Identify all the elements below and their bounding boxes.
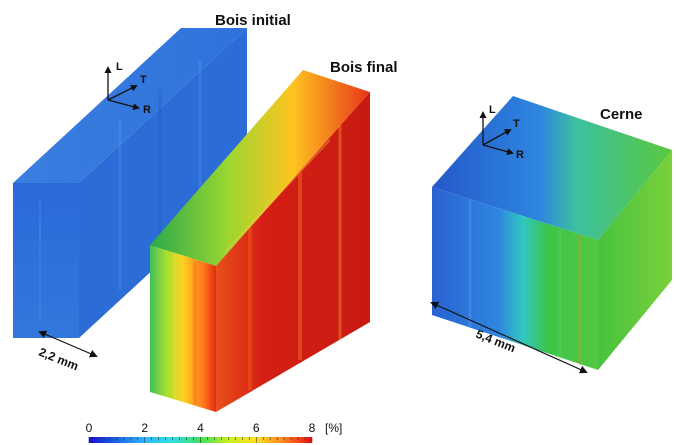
block1-front-face xyxy=(13,183,79,338)
colorbar-tick-label: 2 xyxy=(141,421,148,435)
axis-l-label-left: L xyxy=(116,61,123,73)
colorbar-tick-label: 6 xyxy=(253,421,260,435)
block-bois-final xyxy=(150,70,370,412)
block2-top-face xyxy=(150,70,370,266)
label-cerne: Cerne xyxy=(600,106,643,123)
axis-l-label-right: L xyxy=(489,104,496,116)
block1-side-face xyxy=(79,28,247,338)
axis-t-label-right: T xyxy=(513,118,520,130)
axis-triad-left: L T R xyxy=(104,61,151,116)
colorbar: 0 2 4 6 8 [%] xyxy=(86,421,342,443)
dimension-thickness-label: 2,2 mm xyxy=(37,345,81,373)
label-bois-final: Bois final xyxy=(330,59,398,76)
axis-r-label-right: R xyxy=(516,149,524,161)
axis-t-label-left: T xyxy=(140,74,147,86)
block2-front-face xyxy=(150,245,216,412)
block2-texture xyxy=(173,125,342,405)
colorbar-tick-label: 8 xyxy=(309,421,316,435)
block3-side-face xyxy=(598,150,672,370)
dimension-thickness: 2,2 mm xyxy=(37,330,98,373)
block-cerne xyxy=(432,96,672,370)
colorbar-unit: [%] xyxy=(325,421,342,435)
colorbar-tick-label: 4 xyxy=(197,421,204,435)
colorbar-tick-label: 0 xyxy=(86,421,93,435)
axis-r-label-left: R xyxy=(143,104,151,116)
block3-top-face xyxy=(432,96,672,240)
block2-side-face xyxy=(216,92,370,412)
axis-triad-right: L T R xyxy=(479,104,524,161)
label-bois-initial: Bois initial xyxy=(215,12,291,29)
